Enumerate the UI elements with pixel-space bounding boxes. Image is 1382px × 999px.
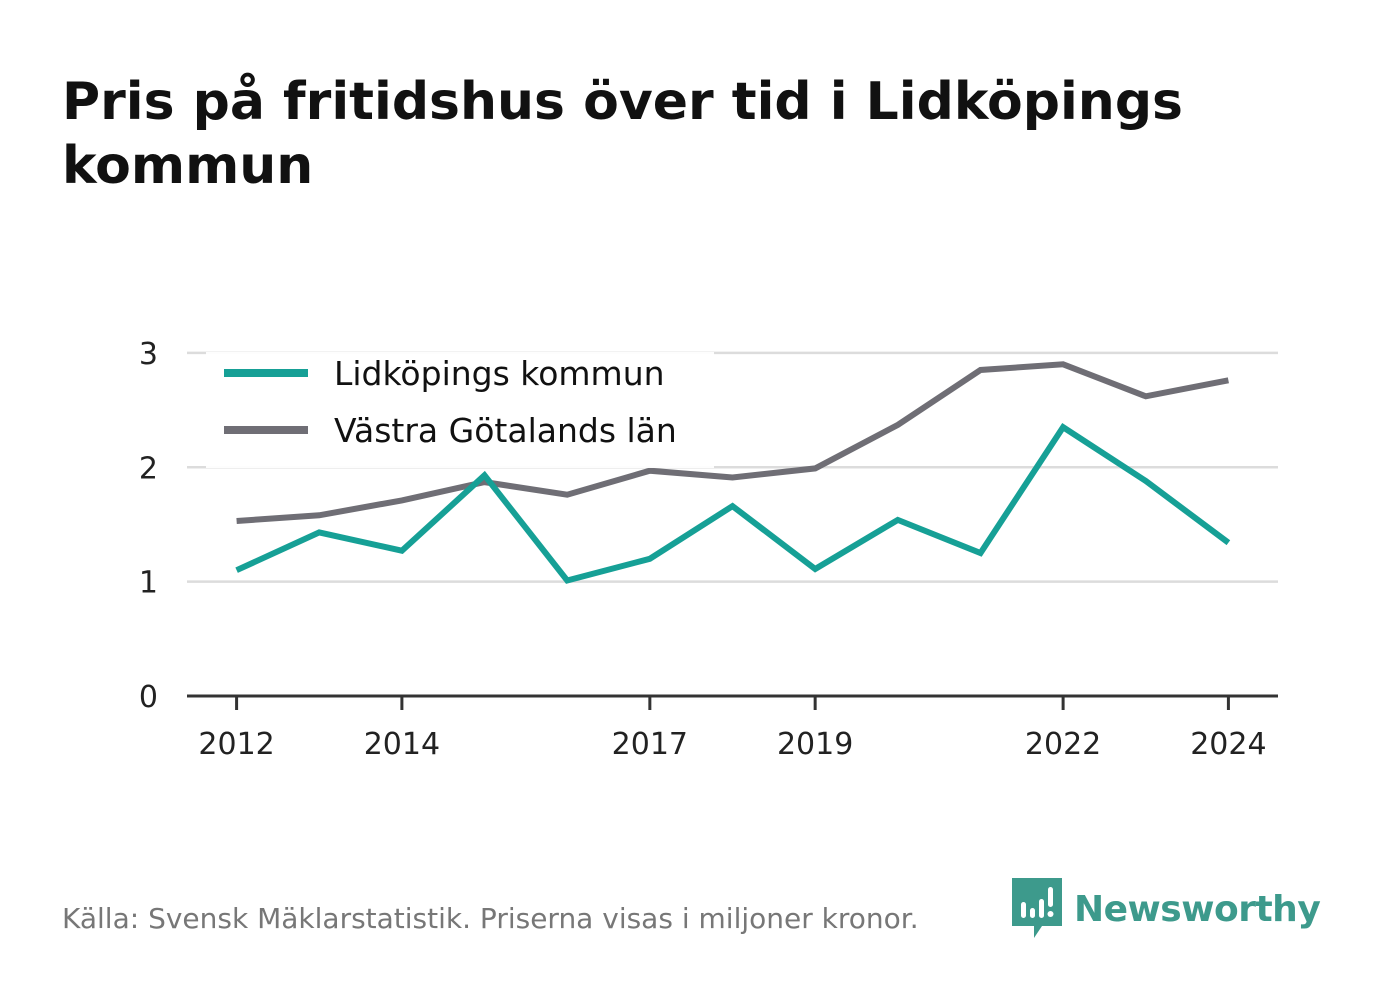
series-line-lidkoping — [235, 423, 1231, 584]
x-tick-label-2024: 2024 — [1190, 727, 1266, 762]
y-axis-ticks: 0 1 2 3 — [139, 337, 158, 715]
legend: Lidköpings kommun Västra Götalands län — [206, 352, 714, 468]
brand-name: Newsworthy — [1074, 888, 1321, 930]
x-tick-label-2017: 2017 — [612, 727, 688, 762]
source-note: Källa: Svensk Mäklarstatistik. Priserna … — [62, 902, 919, 935]
y-tick-label-1: 1 — [139, 566, 158, 601]
x-tick-label-2014: 2014 — [364, 727, 440, 762]
newsworthy-logo-icon — [1012, 878, 1062, 938]
chart-title: Pris på fritidshus över tid i Lidköpings… — [62, 72, 1183, 196]
x-tick-label-2012: 2012 — [198, 727, 274, 762]
x-tick-label-2019: 2019 — [777, 727, 853, 762]
series-line-vastra-gotaland — [236, 361, 1229, 524]
legend-label-vastra-gotaland: Västra Götalands län — [334, 411, 677, 450]
brand-logo[interactable]: Newsworthy — [1012, 878, 1321, 940]
legend-label-lidkoping: Lidköpings kommun — [334, 354, 665, 393]
y-tick-label-3: 3 — [139, 337, 158, 372]
y-tick-label-2: 2 — [139, 451, 158, 486]
x-tick-label-2022: 2022 — [1025, 727, 1101, 762]
series-lines — [235, 361, 1231, 584]
y-tick-label-0: 0 — [139, 680, 158, 715]
x-axis: 2012 2014 2017 2019 2022 2024 — [187, 694, 1278, 762]
